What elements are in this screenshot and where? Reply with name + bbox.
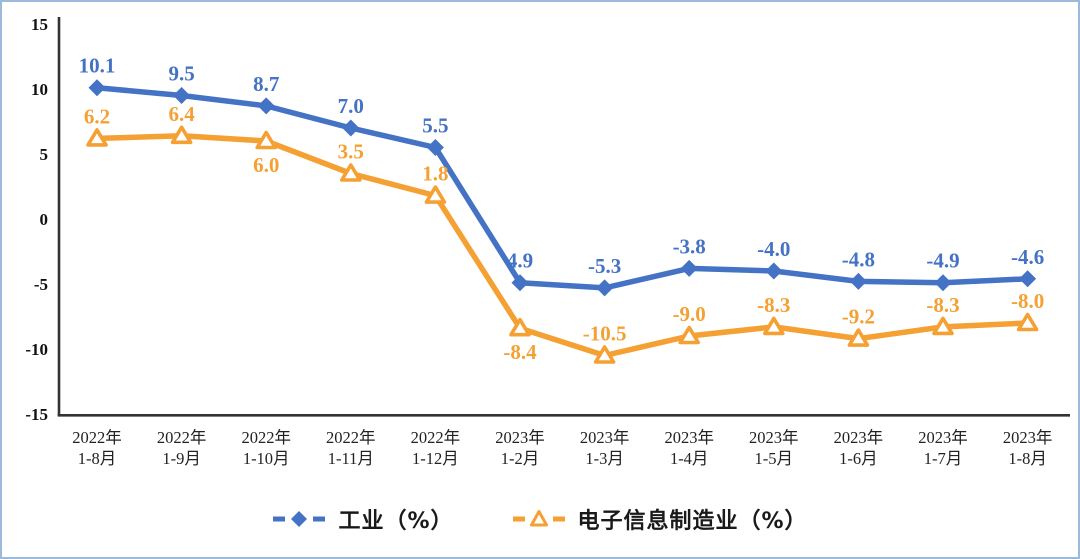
y-axis-tick-label: 15 (31, 15, 48, 34)
x-axis-category-label: 2022年 1-9月 (157, 428, 207, 468)
data-point-label: -4.8 (842, 247, 875, 271)
data-point-marker-triangle (593, 345, 616, 364)
data-point-label: 1.8 (422, 162, 448, 186)
data-point-marker-diamond (511, 274, 529, 292)
data-point-marker-diamond (342, 119, 360, 137)
data-point-label: 6.4 (168, 102, 195, 126)
x-axis-category-label: 2023年 1-8月 (1003, 428, 1053, 468)
data-point-label: -4.9 (926, 249, 959, 273)
data-point-marker-triangle (86, 128, 108, 147)
y-axis-tick-label: 0 (40, 210, 49, 229)
data-point-label: 7.0 (338, 94, 364, 118)
legend-item-industry: 工业（%） (272, 503, 453, 535)
data-point-marker-triangle (762, 316, 785, 336)
data-point-marker-diamond (173, 87, 191, 104)
y-axis-tick-label: -15 (25, 405, 48, 424)
data-point-label: 6.2 (84, 104, 110, 128)
y-axis-tick-label: 10 (31, 80, 48, 99)
legend-item-electronics: 电子信息制造业（%） (512, 503, 808, 535)
data-point-label: -8.3 (757, 293, 790, 317)
data-point-label: 3.5 (338, 140, 364, 164)
data-point-label: 6.0 (253, 153, 279, 177)
data-point-marker-triangle (339, 163, 362, 182)
x-axis-category-label: 2023年 1-4月 (664, 428, 714, 468)
data-point-label: 8.7 (253, 72, 279, 96)
data-point-marker-triangle (678, 325, 701, 345)
x-axis-category-label: 2023年 1-3月 (580, 428, 630, 468)
data-point-marker-diamond (765, 262, 783, 280)
data-point-label: -8.0 (1011, 289, 1044, 313)
data-point-marker-triangle (255, 130, 278, 150)
data-point-label: -9.0 (673, 302, 706, 326)
data-point-marker-diamond (934, 274, 952, 292)
data-point-label: 10.1 (79, 54, 116, 78)
legend-label-electronics: 电子信息制造业（%） (577, 509, 808, 534)
data-point-label: -10.5 (583, 322, 627, 346)
x-axis-category-label: 2023年 1-6月 (834, 428, 884, 468)
data-point-label: 4.9 (507, 249, 533, 273)
y-axis-tick-label: -10 (25, 340, 48, 359)
legend-label-industry: 工业（%） (338, 509, 454, 534)
industry-series-marker-icon (273, 511, 326, 527)
x-axis-category-label: 2022年 1-12月 (411, 428, 461, 468)
data-point-label: -4.6 (1011, 245, 1044, 269)
data-point-label: -8.4 (503, 340, 537, 364)
data-point-marker-triangle (1016, 312, 1039, 332)
data-point-label: -4.0 (757, 237, 790, 261)
x-axis-category-label: 2022年 1-8月 (72, 428, 122, 468)
data-point-marker-diamond (680, 259, 698, 277)
data-point-label: -8.3 (926, 293, 959, 317)
x-axis-category-label: 2023年 1-2月 (495, 428, 545, 468)
electronics-series-marker-icon (512, 510, 565, 527)
y-axis-tick-label: -5 (34, 275, 48, 294)
data-point-marker-diamond (88, 79, 106, 97)
data-point-label: -3.8 (673, 234, 706, 258)
data-point-label: 5.5 (422, 114, 448, 138)
data-point-marker-diamond (257, 97, 275, 115)
data-point-marker-triangle (847, 328, 870, 347)
data-point-marker-diamond (849, 272, 867, 290)
series-line-1 (94, 133, 1031, 359)
data-point-marker-diamond (596, 279, 614, 297)
data-point-marker-triangle (509, 317, 531, 337)
x-axis-category-label: 2023年 1-5月 (749, 428, 799, 468)
data-point-marker-triangle (932, 316, 954, 336)
legend: 工业（%） 电子信息制造业（%） (2, 503, 1078, 535)
data-point-label: 9.5 (168, 62, 194, 86)
data-point-label: -5.3 (588, 254, 621, 278)
y-axis-tick-label: 5 (40, 145, 49, 164)
x-axis-category-label: 2022年 1-10月 (241, 428, 291, 468)
x-axis-category-label: 2023年 1-7月 (918, 428, 968, 468)
x-axis-category-label: 2022年 1-11月 (326, 428, 376, 468)
data-point-marker-triangle (424, 185, 447, 204)
data-point-label: -9.2 (842, 305, 875, 329)
series-line-0 (94, 84, 1031, 291)
data-point-marker-triangle (170, 125, 193, 145)
data-point-marker-diamond (1019, 270, 1037, 288)
data-point-marker-diamond (426, 139, 444, 156)
